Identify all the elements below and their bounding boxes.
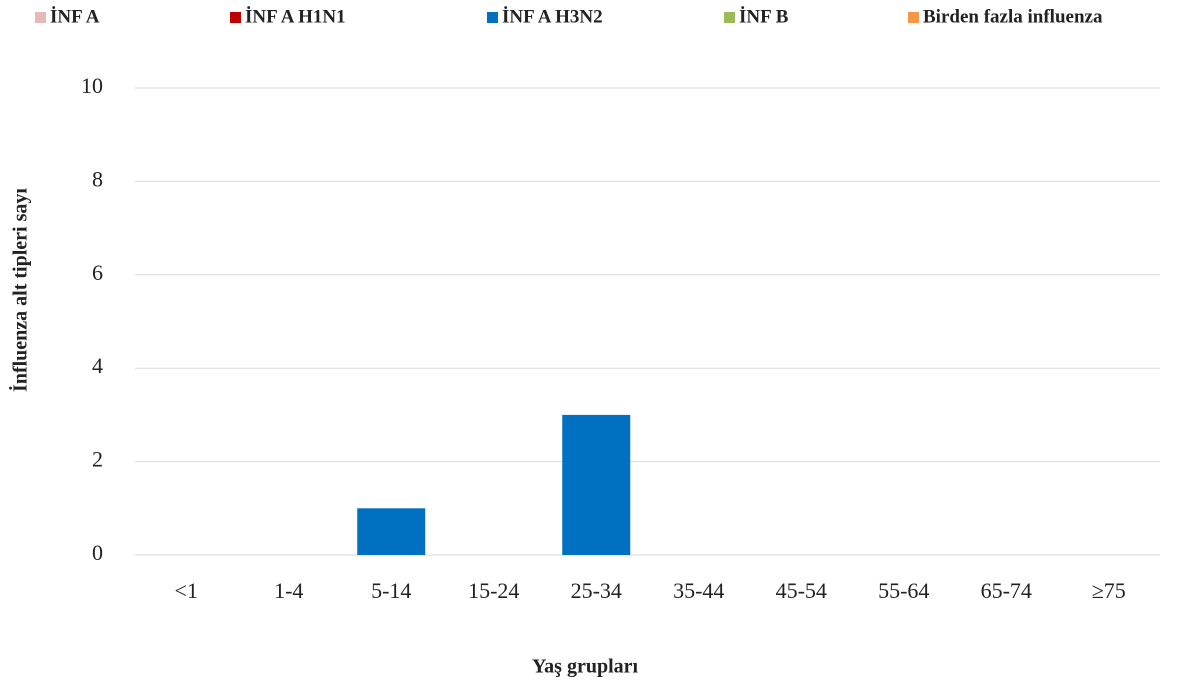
legend-label: İNF B [739, 6, 789, 27]
y-tick-label: 6 [92, 260, 103, 285]
x-tick-label: 65-74 [981, 578, 1032, 603]
y-tick-label: 4 [92, 353, 103, 378]
x-tick-label: 25-34 [571, 578, 622, 603]
legend-swatch [487, 12, 498, 23]
bar-segment [562, 414, 631, 555]
x-tick-label: 1-4 [274, 578, 303, 603]
legend-swatch [35, 12, 46, 23]
legend-swatch [908, 12, 919, 23]
x-tick-label: <1 [175, 578, 198, 603]
y-axis-label: İnfluenza alt tipleri sayı [8, 188, 32, 392]
x-tick-label: 45-54 [776, 578, 827, 603]
x-tick-label: 5-14 [371, 578, 411, 603]
x-axis-label: Yaş grupları [532, 656, 639, 678]
x-tick-label: ≥75 [1092, 578, 1126, 603]
x-tick-label: 15-24 [468, 578, 519, 603]
legend-label: İNF A [50, 6, 100, 27]
legend-swatch [230, 12, 241, 23]
x-tick-label: 55-64 [878, 578, 929, 603]
legend-label: İNF A H1N1 [245, 6, 346, 27]
legend-label: Birden fazla influenza [923, 6, 1103, 27]
legend-swatch [724, 12, 735, 23]
legend-label: İNF A H3N2 [502, 6, 603, 27]
x-tick-label: 35-44 [673, 578, 724, 603]
y-tick-label: 2 [92, 447, 103, 472]
bar-segment [357, 508, 426, 555]
y-tick-label: 8 [92, 166, 103, 191]
y-tick-label: 0 [92, 540, 103, 565]
y-tick-label: 10 [81, 73, 103, 98]
